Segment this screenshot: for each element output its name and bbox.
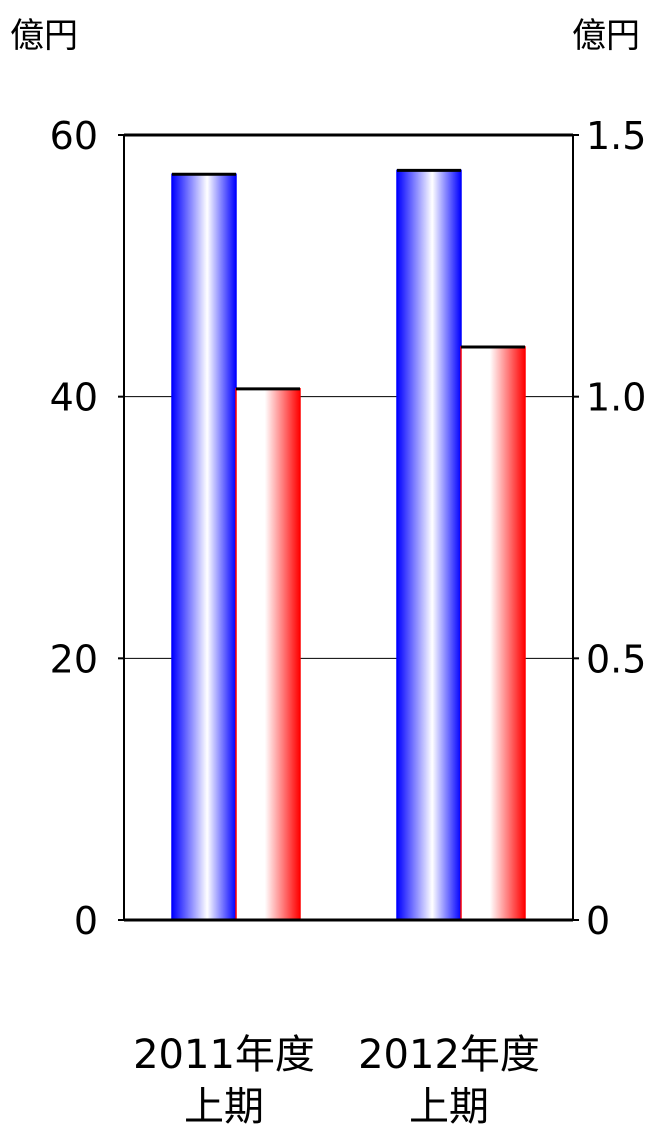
right-tick-labels: 0 0.5 1.0 1.5 xyxy=(573,114,646,943)
left-axis-unit-label: 億円 xyxy=(10,16,78,56)
category-label: 2012年度 xyxy=(358,1032,540,1078)
bar-red-1 xyxy=(235,388,301,921)
right-tick-label: 0 xyxy=(586,899,610,943)
category-label: 上期 xyxy=(184,1084,264,1124)
category-label: 2011年度 xyxy=(133,1032,315,1078)
right-axis-unit-label: 億円 xyxy=(572,16,640,56)
bar-blue-2 xyxy=(396,169,462,921)
bars xyxy=(171,168,526,921)
bar-red-2 xyxy=(460,346,526,921)
left-tick-label: 20 xyxy=(50,637,98,681)
right-tick-label: 1.0 xyxy=(586,376,646,420)
left-tick-label: 40 xyxy=(50,376,98,420)
bar-blue-1 xyxy=(171,173,237,921)
right-tick-label: 0.5 xyxy=(586,637,646,681)
category-label: 上期 xyxy=(409,1084,489,1124)
right-tick-label: 1.5 xyxy=(586,114,646,158)
left-tick-labels: 0 20 40 60 xyxy=(50,114,124,943)
left-tick-label: 60 xyxy=(50,114,98,158)
left-tick-label: 0 xyxy=(74,899,98,943)
